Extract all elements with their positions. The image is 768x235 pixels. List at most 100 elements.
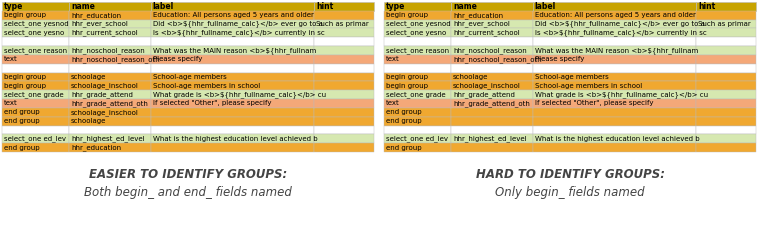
Text: hhr_grade_attend_oth: hhr_grade_attend_oth [453,100,530,107]
Text: select_one yesnod: select_one yesnod [386,21,451,27]
Text: Did <b>${hhr_fullname_calc}</b> ever go to a: Did <b>${hhr_fullname_calc}</b> ever go … [535,21,705,27]
Bar [384,143,451,152]
Bar [384,20,451,28]
Text: hhr_current_school: hhr_current_school [71,30,137,36]
Text: If selected "Other", please specify: If selected "Other", please specify [535,101,654,106]
Text: schoolage_inschool: schoolage_inschool [71,82,139,89]
Bar [384,125,451,134]
Bar [533,143,697,152]
Text: select_one grade: select_one grade [386,91,445,98]
Bar [697,20,756,28]
Bar [451,20,533,28]
Text: Education: All persons aged 5 years and older: Education: All persons aged 5 years and … [535,12,696,18]
Text: text: text [386,56,400,62]
Text: begin group: begin group [4,74,46,80]
Bar [314,28,374,37]
Bar [533,125,697,134]
Bar [384,46,451,55]
Text: hhr_noschool_reason_oth: hhr_noschool_reason_oth [71,56,160,63]
Text: Only begin_ fields named: Only begin_ fields named [495,186,645,199]
Bar [151,125,314,134]
Bar [151,20,314,28]
Bar [2,55,69,64]
Bar [314,134,374,143]
Bar [451,125,533,134]
Text: schoolage: schoolage [453,74,488,80]
Bar [533,108,697,117]
Bar [151,81,314,90]
Text: schoolage: schoolage [71,118,106,124]
Bar [384,134,451,143]
Text: EASIER TO IDENTIFY GROUPS:: EASIER TO IDENTIFY GROUPS: [89,168,287,181]
Text: end group: end group [386,109,422,115]
Bar [697,99,756,108]
Bar [314,2,374,11]
Bar [451,143,533,152]
Bar [151,108,314,117]
Text: begin group: begin group [4,12,46,18]
Bar [69,37,151,46]
Bar [384,99,451,108]
Text: select_one yesno: select_one yesno [4,30,65,36]
Text: What grade is <b>${hhr_fullname_calc}</b> cu: What grade is <b>${hhr_fullname_calc}</b… [535,91,708,98]
Bar [697,2,756,11]
Bar [451,99,533,108]
Bar [533,46,697,55]
Text: What is the highest education level achieved b: What is the highest education level achi… [535,136,700,142]
Bar [697,134,756,143]
Bar [314,125,374,134]
Text: School-age members in school: School-age members in school [535,83,642,89]
Text: schoolage: schoolage [71,74,106,80]
Bar [384,2,451,11]
Bar [151,134,314,143]
Bar [69,90,151,99]
Text: text: text [386,101,400,106]
Bar [314,81,374,90]
Bar [533,117,697,125]
Bar [314,64,374,73]
Bar [451,134,533,143]
Bar [151,11,314,20]
Bar [2,125,69,134]
Bar [2,117,69,125]
Bar [697,117,756,125]
Text: hhr_noschool_reason_oth: hhr_noschool_reason_oth [453,56,541,63]
Text: name: name [453,2,477,11]
Text: School-age members in school: School-age members in school [153,83,260,89]
Bar [533,20,697,28]
Bar [314,20,374,28]
Bar [314,55,374,64]
Bar [2,28,69,37]
Bar [2,46,69,55]
Text: hhr_current_school: hhr_current_school [453,30,520,36]
Text: Did <b>${hhr_fullname_calc}</b> ever go to a: Did <b>${hhr_fullname_calc}</b> ever go … [153,21,323,27]
Bar [533,99,697,108]
Bar [69,20,151,28]
Bar [533,64,697,73]
Bar [314,46,374,55]
Text: Please specify: Please specify [153,56,202,62]
Bar [697,81,756,90]
Bar [451,64,533,73]
Text: hhr_education: hhr_education [453,12,503,19]
Bar [384,11,451,20]
Bar [151,73,314,81]
Text: hhr_education: hhr_education [71,144,121,151]
Bar [451,28,533,37]
Text: hhr_ever_school: hhr_ever_school [453,21,510,27]
Bar [69,64,151,73]
Text: end group: end group [386,145,422,151]
Text: select_one ed_lev: select_one ed_lev [4,135,66,142]
Bar [384,108,451,117]
Text: hhr_education: hhr_education [71,12,121,19]
Bar [69,143,151,152]
Text: If selected "Other", please specify: If selected "Other", please specify [153,101,271,106]
Bar [314,11,374,20]
Text: label: label [153,2,174,11]
Bar [69,2,151,11]
Text: Please specify: Please specify [535,56,584,62]
Bar [69,117,151,125]
Text: School-age members: School-age members [153,74,227,80]
Bar [451,81,533,90]
Text: type: type [4,2,23,11]
